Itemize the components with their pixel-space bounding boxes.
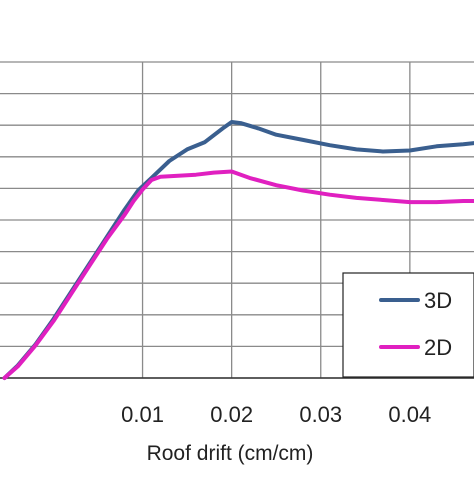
x-tick-label: 0.04	[388, 402, 431, 427]
legend-label-2d: 2D	[424, 335, 452, 360]
x-tick-label: 0.03	[299, 402, 342, 427]
legend-label-3d: 3D	[424, 288, 452, 313]
x-axis-label: Roof drift (cm/cm)	[147, 442, 314, 465]
x-tick-label: 0.01	[121, 402, 164, 427]
x-tick-label: 0.02	[210, 402, 253, 427]
legend: 3D 2D	[343, 273, 474, 377]
legend-box	[343, 273, 474, 377]
